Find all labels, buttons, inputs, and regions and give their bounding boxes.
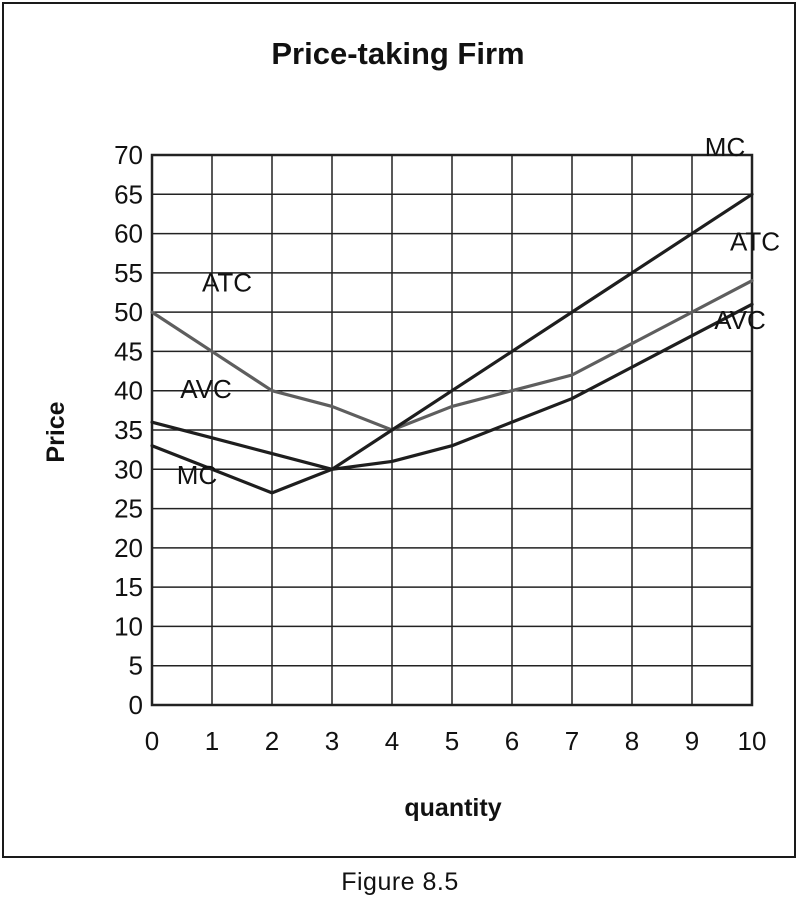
x-tick-label: 6 [505,726,519,756]
x-tick-label: 1 [205,726,219,756]
gridlines [150,153,754,707]
x-tick-label: 10 [738,726,767,756]
y-tick-label: 10 [114,611,143,641]
figure-frame: Price-taking Firm 0 5 10 15 20 25 30 35 40 45 50 55… [2,2,796,858]
curve-label-mc: MC [177,460,217,490]
y-tick-label: 50 [114,297,143,327]
chart: Price-taking Firm 0510152025303540455055… [42,36,780,822]
y-tick-label: 55 [114,258,143,288]
series-line-atc [150,279,754,432]
plot-area-border [150,153,754,707]
chart-title: Price-taking Firm [271,36,524,71]
series-lines [150,192,754,495]
x-tick-label: 4 [385,726,399,756]
y-tick-labels: 0 5 10 15 20 25 30 35 40 45 50 55 60 65 70 [114,140,143,720]
x-tick-label: 9 [685,726,699,756]
y-tick-label: 0 [129,690,143,720]
x-tick-label: 2 [265,726,279,756]
y-tick-label: 20 [114,533,143,563]
figure-caption: Figure 8.5 [341,868,459,896]
y-tick-label: 35 [114,415,143,445]
curve-label-avc: AVC [180,374,232,404]
x-axis-label: quantity [404,794,501,822]
curve-label-atc: ATC [202,267,252,297]
y-tick-label: 5 [129,651,143,681]
series-line-avc [150,302,754,471]
y-tick-label: 60 [114,219,143,249]
curve-label-atc: ATC [730,226,780,256]
x-tick-labels: 0 1 2 3 4 5 6 7 8 9 10 [145,726,767,756]
y-tick-label: 15 [114,572,143,602]
y-tick-label: 45 [114,336,143,366]
x-tick-label: 5 [445,726,459,756]
y-tick-label: 70 [114,140,143,170]
y-tick-label: 40 [114,376,143,406]
x-tick-label: 7 [565,726,579,756]
curve-label-avc: AVC [714,305,766,335]
curve-labels: ATC AVC MC MC ATC AVC [177,132,780,490]
y-axis-label: Price [42,401,70,462]
y-tick-label: 30 [114,454,143,484]
y-tick-label: 65 [114,179,143,209]
curve-label-mc: MC [705,132,745,162]
x-tick-label: 8 [625,726,639,756]
x-tick-label: 0 [145,726,159,756]
x-tick-label: 3 [325,726,339,756]
series-line-mc [150,192,754,495]
y-tick-label: 25 [114,494,143,524]
